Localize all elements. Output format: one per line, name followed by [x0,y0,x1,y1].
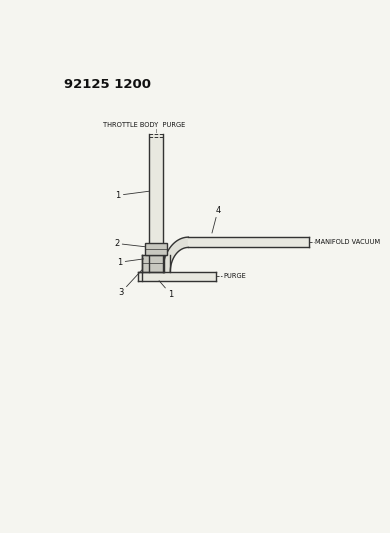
Bar [145,243,167,255]
Text: THROTTLE BODY  PURGE: THROTTLE BODY PURGE [103,122,185,127]
Text: MANIFOLD VACUUM: MANIFOLD VACUUM [316,239,381,245]
Polygon shape [142,255,164,272]
Text: 3: 3 [118,270,142,297]
Text: 4: 4 [212,206,221,233]
Text: 1: 1 [159,281,174,298]
Text: PURGE: PURGE [223,273,246,279]
Text: 2: 2 [114,239,145,248]
Polygon shape [163,237,188,272]
Text: 92125 1200: 92125 1200 [64,78,151,91]
Text: 1: 1 [115,191,149,200]
Text: 1: 1 [117,257,144,266]
